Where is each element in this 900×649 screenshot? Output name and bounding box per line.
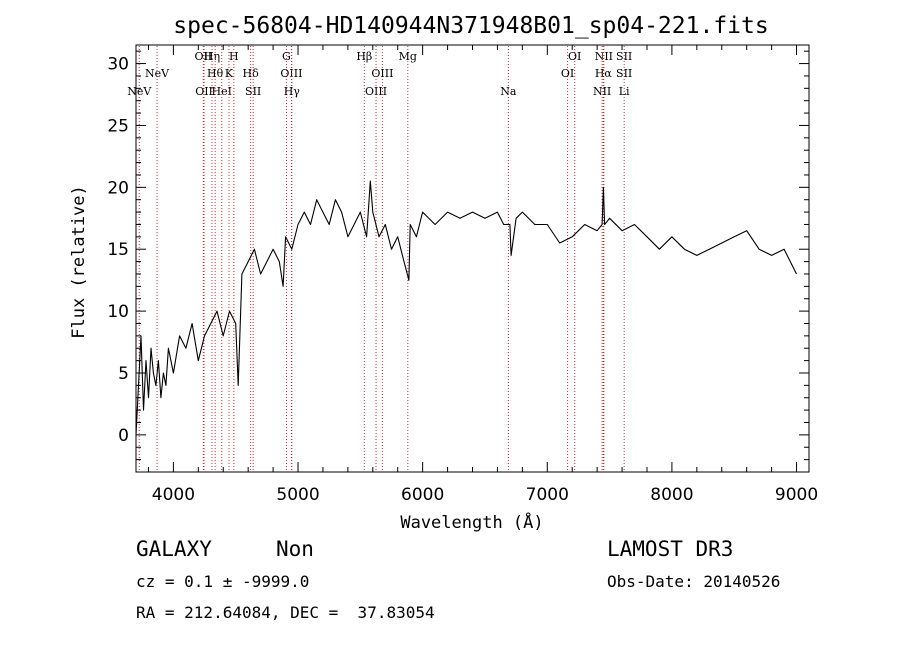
survey-label: LAMOST DR3 xyxy=(607,537,734,561)
spectrum-series xyxy=(135,180,797,435)
redshift-line: cz = 0.1 ± -9999.0 xyxy=(136,572,310,591)
emission-line-label: OIII xyxy=(371,67,393,80)
subclass-label: Non xyxy=(276,537,314,561)
y-tick-label: 30 xyxy=(107,55,129,75)
emission-line-label: Hθ xyxy=(207,67,224,80)
y-tick-label: 25 xyxy=(107,116,129,136)
emission-line-label: K xyxy=(225,67,234,80)
x-axis-label: Wavelength (Å) xyxy=(400,511,543,533)
emission-line-label: NeV xyxy=(127,85,152,98)
spectrum-plot: spec-56804-HD140944N371948B01_sp04-221.f… xyxy=(69,13,818,533)
emission-line-label: NII xyxy=(593,85,611,98)
emission-line-label: OIII xyxy=(365,85,387,98)
y-axis-label: Flux (relative) xyxy=(69,185,89,339)
emission-line-label: NeV xyxy=(145,67,170,80)
y-tick-label: 5 xyxy=(118,364,129,384)
y-tick-label: 10 xyxy=(107,302,129,322)
emission-line-label: Hγ xyxy=(284,85,301,98)
emission-line-label: Hη xyxy=(204,50,220,63)
classification-label: GALAXY xyxy=(136,537,212,561)
emission-line-label: OI xyxy=(568,50,581,63)
x-tick-label: 6000 xyxy=(401,485,444,505)
y-tick-label: 15 xyxy=(107,240,129,260)
x-tick-label: 7000 xyxy=(526,485,569,505)
chart-title: spec-56804-HD140944N371948B01_sp04-221.f… xyxy=(173,13,768,39)
spectrum-line xyxy=(135,180,797,435)
x-tick-label: 4000 xyxy=(152,485,195,505)
coordinates-line: RA = 212.64084, DEC = 37.83054 xyxy=(136,603,435,622)
x-tick-label: 8000 xyxy=(650,485,693,505)
emission-line-label: OII xyxy=(194,50,212,63)
emission-line-markers: NeVNeVOIIOIIHηHθHeIHKHδSIIGOIIIHγHβOIIIO… xyxy=(127,46,632,471)
x-tick-label: 5000 xyxy=(276,485,319,505)
emission-line-label: G xyxy=(282,50,291,63)
obs-date-line: Obs-Date: 20140526 xyxy=(607,572,781,591)
emission-line-label: SII xyxy=(245,85,261,98)
emission-line-label: HeI xyxy=(212,85,232,98)
x-axis-ticks: 4000 5000 6000 7000 8000 9000 xyxy=(147,45,818,505)
x-tick-label: 9000 xyxy=(775,485,818,505)
emission-line-label: Li xyxy=(619,85,630,98)
emission-line-label: Hα xyxy=(595,67,613,80)
plot-frame xyxy=(135,44,810,473)
emission-line-label: OI xyxy=(561,67,574,80)
emission-line-label: Mg xyxy=(399,50,417,63)
y-axis-ticks: 0 5 10 15 20 25 30 xyxy=(107,50,809,461)
emission-line-label: SII xyxy=(616,50,632,63)
emission-line-label: OII xyxy=(195,85,213,98)
emission-line-label: Hδ xyxy=(243,67,260,80)
emission-line-label: Na xyxy=(500,85,517,98)
y-tick-label: 0 xyxy=(118,426,129,446)
emission-line-label: Hβ xyxy=(356,50,372,63)
emission-line-label: SII xyxy=(616,67,632,80)
emission-line-label: NII xyxy=(595,50,613,63)
emission-line-label: H xyxy=(229,50,239,63)
y-tick-label: 20 xyxy=(107,178,129,198)
